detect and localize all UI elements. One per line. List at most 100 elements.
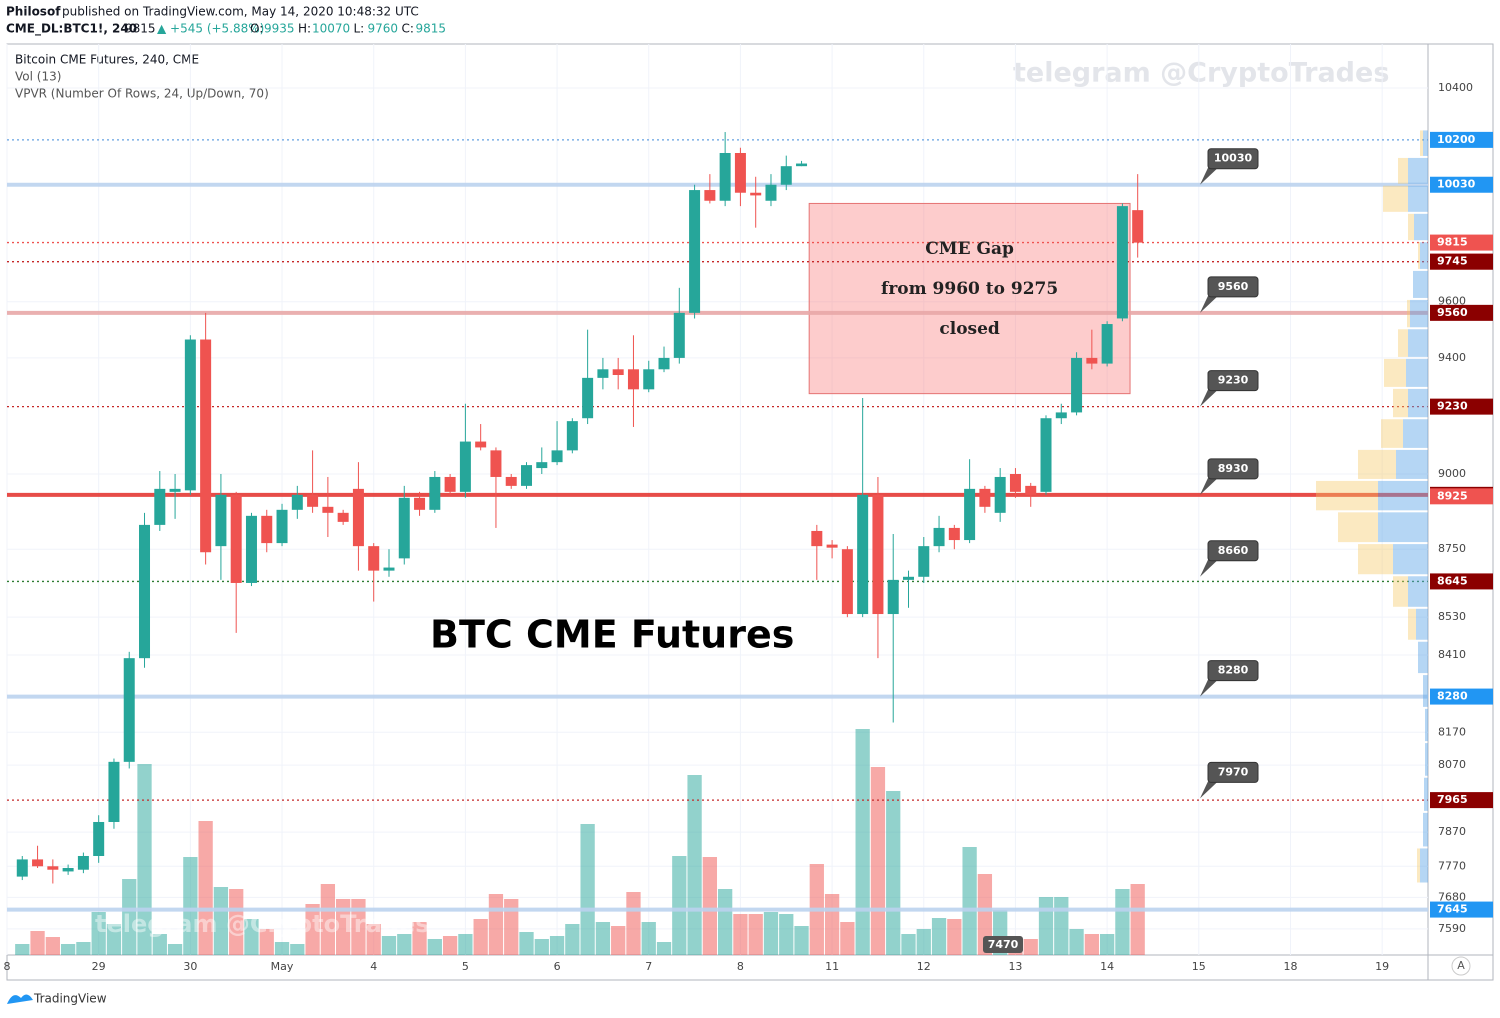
x-tick-label: 12 (917, 960, 931, 973)
price-box-label: 7645 (1437, 903, 1468, 916)
vpvr-up (1420, 848, 1428, 883)
candle-body (77, 855, 89, 870)
volume-bar (504, 899, 519, 955)
candle-body (505, 476, 517, 486)
price-box (1430, 131, 1493, 148)
candle-body (1071, 357, 1083, 413)
callout-box (1207, 540, 1259, 562)
price-box (1430, 398, 1493, 415)
volume-bar (137, 764, 152, 955)
candle-body (398, 497, 410, 559)
candle-body (857, 494, 869, 615)
author: Philosof (6, 5, 61, 19)
volume-bar (488, 894, 504, 955)
volume-bar (381, 936, 397, 955)
volume-bar (702, 857, 717, 955)
volume-bar (244, 919, 259, 955)
logo (7, 994, 33, 1004)
candle-body (872, 494, 884, 615)
vpvr-up (1425, 708, 1428, 742)
vpvr-down (1383, 185, 1408, 212)
volume-bar (1023, 939, 1038, 955)
volume-bar (412, 922, 427, 955)
candle-body (704, 190, 716, 201)
last-price: 9815 (125, 22, 156, 36)
volume-bar (901, 934, 916, 955)
watermark-volume: telegram @CryptoTrades (95, 910, 430, 938)
volume-bar (977, 874, 993, 955)
vpvr-up (1393, 544, 1428, 575)
legend-vpvr: VPVR (Number Of Rows, 24, Up/Down, 70) (15, 87, 269, 101)
volume-bar (626, 892, 641, 955)
callout-pointer (1200, 781, 1218, 799)
candle-body (459, 441, 471, 492)
scale-button-label[interactable]: A (1457, 959, 1465, 972)
candle-body (612, 369, 624, 376)
candle-body (918, 546, 930, 577)
candle-body (933, 527, 945, 547)
candle-body (215, 494, 227, 547)
volume-bar (198, 821, 213, 955)
vpvr-down (1407, 299, 1410, 328)
volume-bar (855, 729, 870, 955)
candle-body (1040, 418, 1052, 492)
y-tick-label: 8750 (1438, 542, 1466, 555)
callout-label: 8930 (1218, 462, 1249, 475)
vpvr-down (1358, 449, 1396, 479)
candle-body (887, 579, 899, 615)
volume-bar (595, 922, 611, 955)
y-tick-label: 8410 (1438, 648, 1466, 661)
y-tick-label: 8530 (1438, 610, 1466, 623)
callout-box (1207, 458, 1259, 480)
volume-bar (45, 937, 60, 955)
volume-bar (290, 944, 305, 955)
volume-bar (442, 936, 458, 955)
vpvr-down (1358, 544, 1393, 575)
volume-bar (519, 932, 534, 955)
ohlc-value: 9935 (264, 22, 295, 36)
volume-bar (870, 767, 886, 955)
candle-body (826, 544, 838, 548)
y-tick-label: 8070 (1438, 758, 1466, 771)
x-tick-label: 11 (825, 960, 839, 973)
y-tick-label: 7680 (1438, 890, 1466, 903)
callout-label: 7970 (1218, 765, 1249, 778)
vpvr-up (1423, 675, 1428, 707)
candle-body (230, 494, 242, 583)
scale-button[interactable] (1451, 956, 1471, 976)
volume-bar (916, 929, 931, 955)
candle-body (414, 497, 426, 510)
candle-body (475, 441, 487, 448)
callout-box (1207, 761, 1259, 783)
volume-bar (534, 939, 549, 955)
vpvr-up (1423, 812, 1428, 847)
x-tick-label: 5 (462, 960, 469, 973)
volume-bar (183, 857, 198, 955)
vpvr-up (1408, 576, 1428, 607)
x-tick-label: 8 (4, 960, 11, 973)
candle-body (368, 546, 380, 571)
candle-body (276, 509, 288, 544)
candle-body (643, 369, 655, 390)
price-box (1430, 792, 1493, 809)
candle-body (108, 761, 120, 822)
callout-box (1207, 660, 1259, 682)
y-tick-label: 9400 (1438, 351, 1466, 364)
bottom-callout-label: 7470 (988, 938, 1019, 951)
callout-box (1207, 370, 1259, 392)
candle-body (1055, 412, 1067, 419)
x-tick-label: 6 (554, 960, 561, 973)
candle-body (184, 339, 196, 491)
volume-bar (962, 847, 977, 955)
legend-vol: Vol (13) (15, 70, 61, 84)
volume-bar (60, 944, 76, 955)
volume-bar (794, 926, 809, 955)
ohlc-label: H: (298, 22, 311, 36)
volume-bar (672, 856, 687, 955)
vpvr-up (1408, 185, 1428, 212)
legend-title: Bitcoin CME Futures, 240, CME (15, 53, 199, 67)
vpvr-up (1418, 641, 1428, 674)
volume-bar (152, 934, 167, 955)
vpvr-up (1425, 743, 1428, 776)
